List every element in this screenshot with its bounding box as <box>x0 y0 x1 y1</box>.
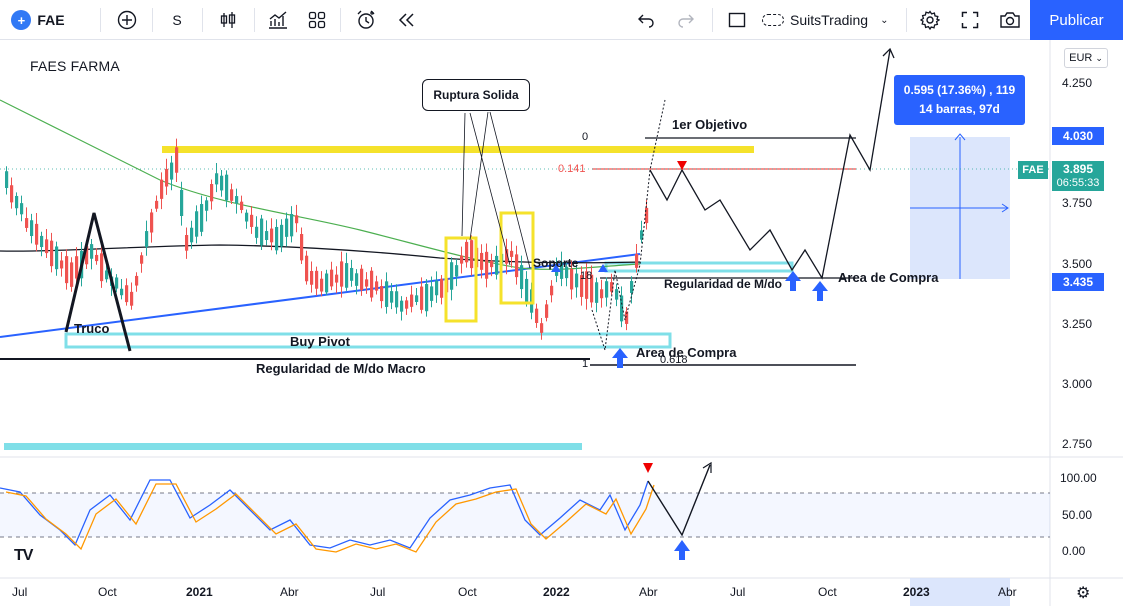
settings-gear-icon[interactable] <box>916 0 944 40</box>
soporte-label: Soporte <box>533 256 579 270</box>
ruptura-callout[interactable]: Ruptura Solida <box>422 79 530 111</box>
price-tick: 3.500 <box>1062 257 1093 271</box>
osc-tick: 50.00 <box>1062 508 1093 522</box>
symbol-search[interactable]: + FAE <box>8 0 68 40</box>
buy-pivot-zone <box>64 332 672 349</box>
range-line-1: 0.595 (17.36%) , 119 <box>903 83 1016 97</box>
fib-18: 18 <box>580 270 593 282</box>
time-tick: Abr <box>639 585 658 599</box>
cloud-icon <box>762 14 784 26</box>
time-tick: Jul <box>12 585 28 599</box>
publish-button[interactable]: Publicar <box>1030 0 1123 40</box>
fib-0141: 0.141 <box>558 163 586 175</box>
time-tick: Oct <box>458 585 477 599</box>
price-tag-bottom: 3.435 <box>1052 273 1104 291</box>
price-tick: 3.250 <box>1062 317 1093 331</box>
interval-button[interactable]: S <box>172 12 182 28</box>
camera-icon[interactable] <box>996 0 1024 40</box>
add-symbol-icon[interactable] <box>114 0 140 40</box>
resistance-zone <box>162 146 754 153</box>
price-tick: 3.750 <box>1062 196 1093 210</box>
time-tick: Oct <box>98 585 117 599</box>
undo-icon[interactable] <box>633 0 659 40</box>
regularidad-macro-label: Regularidad de M/do Macro <box>256 361 426 376</box>
regularidad-label: Regularidad de M/do <box>664 277 783 291</box>
price-tag-top: 4.030 <box>1052 127 1104 145</box>
alert-clock-icon[interactable] <box>352 0 380 40</box>
time-tick: Oct <box>818 585 837 599</box>
fib-0: 0 <box>582 131 589 143</box>
currency-dropdown[interactable]: EUR ⌄ <box>1064 48 1108 68</box>
fib-0618: 0.618 <box>660 354 688 366</box>
symbol-name: FAE <box>37 12 65 28</box>
range-line-2: 14 barras, 97d <box>919 102 1000 116</box>
chevron-down-icon: ⌄ <box>880 14 889 26</box>
current-price-tag: 3.895 06:55:33 <box>1052 161 1104 191</box>
buy-pivot-label: Buy Pivot <box>290 334 350 349</box>
top-toolbar: + FAE S SuitsTrading ⌄ <box>0 0 1123 40</box>
time-tick: 2021 <box>186 585 213 599</box>
candles-icon[interactable] <box>214 0 242 40</box>
chart-canvas[interactable] <box>0 40 1123 606</box>
cyan-bar <box>4 443 582 450</box>
chevron-down-icon: ⌄ <box>1095 52 1103 63</box>
indicators-icon[interactable] <box>264 0 292 40</box>
price-tick: 4.250 <box>1062 76 1093 90</box>
time-tick: Abr <box>280 585 299 599</box>
fib-1: 1 <box>582 358 589 370</box>
time-tick: 2023 <box>903 585 930 599</box>
layout-save-button[interactable]: SuitsTrading ⌄ <box>762 0 912 40</box>
currency-label: EUR <box>1069 52 1093 64</box>
fullscreen-icon[interactable] <box>956 0 984 40</box>
osc-tick: 100.00 <box>1060 471 1097 485</box>
symbol-logo-icon: + <box>11 10 32 30</box>
axis-settings-gear-icon[interactable]: ⚙ <box>1076 585 1091 602</box>
price-tick: 3.000 <box>1062 377 1093 391</box>
time-tick: Jul <box>370 585 386 599</box>
ticker-tag: FAE <box>1018 161 1048 179</box>
price-tick: 2.750 <box>1062 437 1093 451</box>
area-compra-label-left: Area de Compra <box>636 345 737 360</box>
chart-title: FAES FARMA <box>30 58 120 74</box>
truco-label: Truco <box>74 321 110 336</box>
fullscreen-box-icon[interactable] <box>724 0 750 40</box>
countdown: 06:55:33 <box>1056 177 1100 189</box>
regularidad-zone <box>604 261 794 273</box>
redo-icon[interactable] <box>673 0 699 40</box>
layouts-icon[interactable] <box>304 0 330 40</box>
tradingview-logo-icon[interactable]: TV <box>14 547 33 564</box>
area-compra-label-right: Area de Compra <box>838 270 939 285</box>
time-tick: 2022 <box>543 585 570 599</box>
account-name: SuitsTrading <box>790 12 869 28</box>
current-price: 3.895 <box>1062 162 1094 176</box>
osc-tick: 0.00 <box>1062 544 1086 558</box>
time-tick: Abr <box>998 585 1017 599</box>
objetivo-label: 1er Objetivo <box>672 117 748 132</box>
time-tick: Jul <box>730 585 746 599</box>
replay-icon[interactable] <box>394 0 420 40</box>
range-info-box: 0.595 (17.36%) , 119 14 barras, 97d <box>894 75 1025 125</box>
